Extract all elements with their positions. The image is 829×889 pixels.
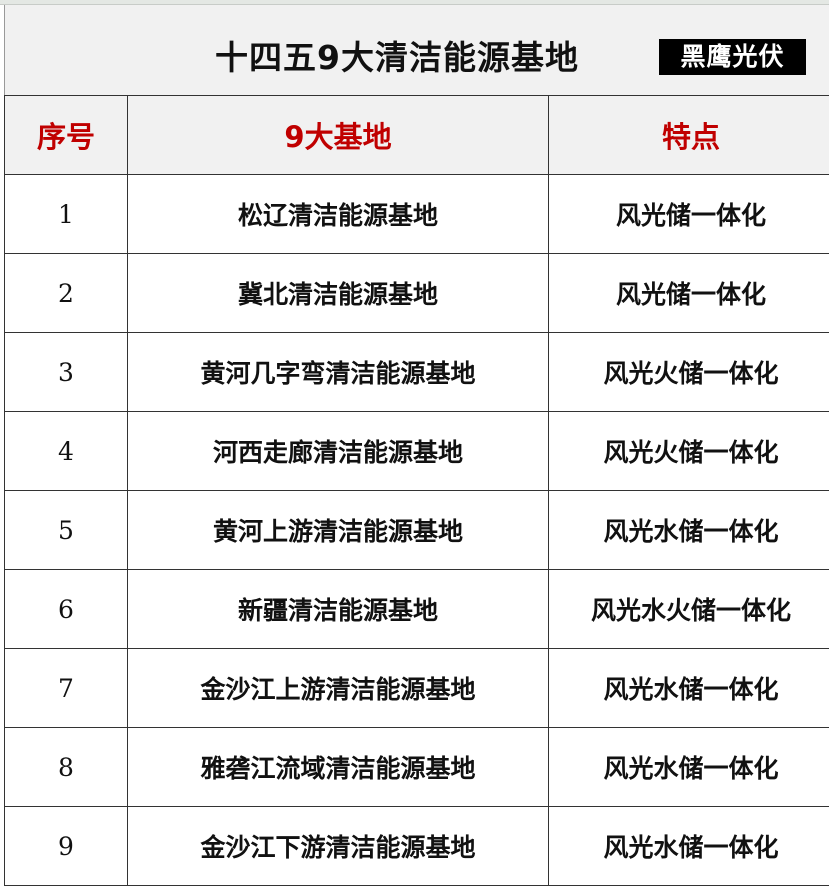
table-row: 5 黄河上游清洁能源基地 风光水储一体化 [4,490,829,570]
cell-number: 4 [4,411,128,491]
cell-base: 新疆清洁能源基地 [127,569,549,649]
cell-feature: 风光储一体化 [548,174,829,254]
cell-base: 松辽清洁能源基地 [127,174,549,254]
table-row: 7 金沙江上游清洁能源基地 风光水储一体化 [4,648,829,728]
cell-number: 5 [4,490,128,570]
cell-feature: 风光水储一体化 [548,490,829,570]
title-area: 十四五9大清洁能源基地 黑鹰光伏 [4,5,829,95]
cell-base: 黄河几字弯清洁能源基地 [127,332,549,412]
cell-feature: 风光火储一体化 [548,332,829,412]
cell-number: 6 [4,569,128,649]
header-feature: 特点 [548,95,829,175]
top-border [0,0,829,5]
cell-base: 河西走廊清洁能源基地 [127,411,549,491]
cell-base: 雅砻江流域清洁能源基地 [127,727,549,807]
table-row: 1 松辽清洁能源基地 风光储一体化 [4,174,829,254]
cell-number: 2 [4,253,128,333]
cell-feature: 风光水火储一体化 [548,569,829,649]
cell-feature: 风光水储一体化 [548,727,829,807]
cell-feature: 风光火储一体化 [548,411,829,491]
bases-table: 序号 9大基地 特点 1 松辽清洁能源基地 风光储一体化 2 冀北清洁能源基地 风光储一体… [4,95,829,886]
logo-watermark: 黑鹰光伏 [659,39,806,75]
cell-number: 8 [4,727,128,807]
page-title: 十四五9大清洁能源基地 [215,38,579,77]
table-row: 2 冀北清洁能源基地 风光储一体化 [4,253,829,333]
cell-number: 9 [4,806,128,886]
cell-feature: 风光水储一体化 [548,806,829,886]
header-base: 9大基地 [127,95,549,175]
cell-number: 7 [4,648,128,728]
table-row: 3 黄河几字弯清洁能源基地 风光火储一体化 [4,332,829,412]
table-row: 8 雅砻江流域清洁能源基地 风光水储一体化 [4,727,829,807]
header-number: 序号 [4,95,128,175]
table-header-row: 序号 9大基地 特点 [4,95,829,175]
table-row: 6 新疆清洁能源基地 风光水火储一体化 [4,569,829,649]
cell-base: 金沙江上游清洁能源基地 [127,648,549,728]
table-row: 9 金沙江下游清洁能源基地 风光水储一体化 [4,806,829,886]
cell-number: 1 [4,174,128,254]
cell-number: 3 [4,332,128,412]
cell-base: 金沙江下游清洁能源基地 [127,806,549,886]
cell-base: 冀北清洁能源基地 [127,253,549,333]
cell-feature: 风光水储一体化 [548,648,829,728]
table-row: 4 河西走廊清洁能源基地 风光火储一体化 [4,411,829,491]
cell-feature: 风光储一体化 [548,253,829,333]
cell-base: 黄河上游清洁能源基地 [127,490,549,570]
